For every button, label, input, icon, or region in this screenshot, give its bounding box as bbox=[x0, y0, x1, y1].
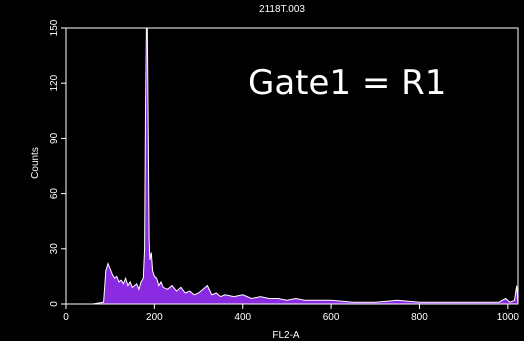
y-axis-label: Counts bbox=[30, 147, 41, 179]
plot-border bbox=[65, 27, 519, 305]
x-tick-label: 600 bbox=[323, 312, 340, 323]
gate-annotation: Gate1 = R1 bbox=[248, 63, 446, 103]
histogram-area bbox=[66, 28, 518, 304]
axes-layer: 0 200 400 600 800 1000 0 30 60 90 120 150 bbox=[49, 19, 519, 323]
histogram-outline bbox=[66, 27, 519, 305]
y-tick-label: 0 bbox=[49, 301, 60, 307]
x-tick-label: 400 bbox=[234, 312, 251, 323]
x-tick-label: 200 bbox=[146, 312, 163, 323]
y-tick-label: 120 bbox=[49, 74, 60, 91]
y-tick-label: 150 bbox=[49, 19, 60, 36]
x-tick-label: 0 bbox=[63, 312, 69, 323]
x-axis-label: FL2-A bbox=[272, 330, 300, 341]
y-tick-label: 90 bbox=[49, 132, 60, 144]
x-tick-label: 800 bbox=[411, 312, 428, 323]
y-tick-label: 30 bbox=[49, 243, 60, 255]
x-tick-label: 1000 bbox=[497, 312, 520, 323]
y-tick-label: 60 bbox=[49, 188, 60, 200]
plot-layer bbox=[66, 27, 519, 305]
chart-title: 2118T.003 bbox=[259, 4, 305, 15]
